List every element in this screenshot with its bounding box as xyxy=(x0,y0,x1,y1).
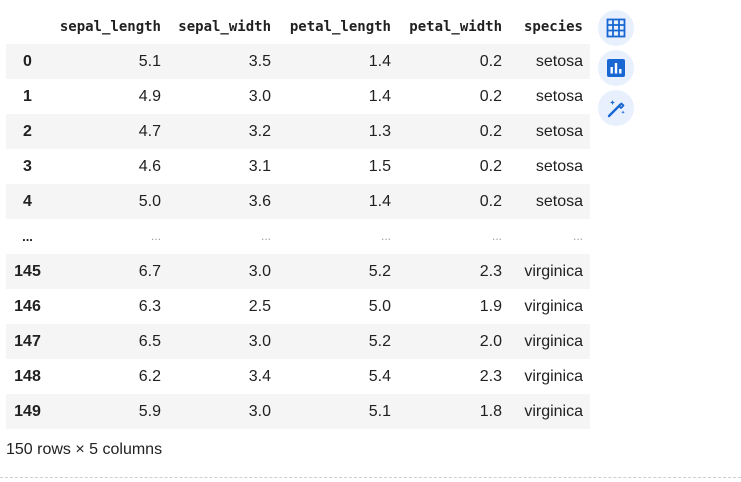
row-index: 149 xyxy=(14,403,41,420)
cell-sepal-width: 3.5 xyxy=(248,53,271,70)
table-row: 147 6.5 3.0 5.2 2.0 virginica xyxy=(6,324,590,359)
cell-species: virginica xyxy=(524,333,583,350)
cell-sepal-length: 6.5 xyxy=(138,333,161,350)
cell-petal-width: 0.2 xyxy=(479,88,502,105)
cell-petal-length: 5.0 xyxy=(368,298,391,315)
row-index: 4 xyxy=(23,193,32,210)
cell-species: setosa xyxy=(535,53,583,70)
column-header-sepal-width: sepal_width xyxy=(178,19,271,35)
row-index: 2 xyxy=(23,123,32,140)
magic-wand-icon xyxy=(607,100,625,118)
cell-sepal-width: 3.0 xyxy=(248,333,271,350)
row-index: 147 xyxy=(14,333,41,350)
cell-petal-length: 5.1 xyxy=(368,403,391,420)
cell-sepal-length: 5.9 xyxy=(138,403,161,420)
cell-petal-width: 0.2 xyxy=(479,123,502,140)
cell-petal-length: 1.4 xyxy=(368,53,391,70)
cell-petal-width: 1.9 xyxy=(479,298,502,315)
row-index: 148 xyxy=(14,368,41,385)
cell-sepal-length: 6.2 xyxy=(138,368,161,385)
cell-species: ... xyxy=(572,229,583,243)
cell-sepal-width: 3.2 xyxy=(248,123,271,140)
header-row: sepal_length sepal_width petal_length pe… xyxy=(6,10,590,44)
cell-sepal-length: 4.9 xyxy=(138,88,161,105)
cell-species: setosa xyxy=(535,158,583,175)
cell-sepal-width: 3.0 xyxy=(248,263,271,280)
dataframe-toolbar xyxy=(598,10,636,130)
generate-code-button[interactable] xyxy=(598,90,634,126)
dataframe-table: sepal_length sepal_width petal_length pe… xyxy=(6,10,590,429)
cell-petal-length: 5.2 xyxy=(368,263,391,280)
cell-species: virginica xyxy=(524,368,583,385)
convert-to-interactive-table-button[interactable] xyxy=(598,10,634,46)
cell-petal-length: 1.4 xyxy=(368,88,391,105)
table-row: 145 6.7 3.0 5.2 2.3 virginica xyxy=(6,254,590,289)
table-row: 148 6.2 3.4 5.4 2.3 virginica xyxy=(6,359,590,394)
cell-sepal-width: 3.0 xyxy=(248,403,271,420)
cell-sepal-length: 5.1 xyxy=(138,53,161,70)
row-index: 1 xyxy=(23,88,32,105)
cell-sepal-length: 4.6 xyxy=(138,158,161,175)
cell-petal-length: 1.5 xyxy=(368,158,391,175)
cell-species: virginica xyxy=(524,298,583,315)
cell-sepal-length: 6.7 xyxy=(138,263,161,280)
cell-petal-width: 2.3 xyxy=(479,263,502,280)
table-row: 146 6.3 2.5 5.0 1.9 virginica xyxy=(6,289,590,324)
row-index: 146 xyxy=(14,298,41,315)
cell-sepal-length: 5.0 xyxy=(138,193,161,210)
column-header-petal-width: petal_width xyxy=(409,19,502,35)
cell-species: virginica xyxy=(524,403,583,420)
table-row: 4 5.0 3.6 1.4 0.2 setosa xyxy=(6,184,590,219)
cell-petal-width: 1.8 xyxy=(479,403,502,420)
table-row: 2 4.7 3.2 1.3 0.2 setosa xyxy=(6,114,590,149)
cell-petal-length: 5.2 xyxy=(368,333,391,350)
cell-sepal-length: 6.3 xyxy=(138,298,161,315)
cell-petal-length: 1.4 xyxy=(368,193,391,210)
cell-sepal-width: ... xyxy=(260,229,271,243)
cell-sepal-width: 3.1 xyxy=(248,158,271,175)
cell-petal-width: 0.2 xyxy=(479,193,502,210)
cell-sepal-length: ... xyxy=(150,229,161,243)
row-index: 145 xyxy=(14,263,41,280)
table-row: 1 4.9 3.0 1.4 0.2 setosa xyxy=(6,79,590,114)
column-header-sepal-length: sepal_length xyxy=(59,19,161,35)
cell-species: virginica xyxy=(524,263,583,280)
table-row: 0 5.1 3.5 1.4 0.2 setosa xyxy=(6,44,590,79)
cell-sepal-length: 4.7 xyxy=(138,123,161,140)
row-index: 3 xyxy=(23,158,32,175)
cell-petal-width: 2.0 xyxy=(479,333,502,350)
dataframe-output: sepal_length sepal_width petal_length pe… xyxy=(6,10,590,429)
bar-chart-icon xyxy=(607,59,625,77)
cell-petal-width: 0.2 xyxy=(479,53,502,70)
cell-petal-length: 5.4 xyxy=(368,368,391,385)
cell-petal-length: 1.3 xyxy=(368,123,391,140)
row-index: ... xyxy=(22,229,33,244)
dataframe-shape-summary: 150 rows × 5 columns xyxy=(6,441,163,458)
cell-sepal-width: 3.4 xyxy=(248,368,271,385)
cell-sepal-width: 3.6 xyxy=(248,193,271,210)
column-header-species: species xyxy=(523,19,583,35)
suggest-charts-button[interactable] xyxy=(598,50,634,86)
cell-species: setosa xyxy=(535,123,583,140)
cell-species: setosa xyxy=(535,193,583,210)
row-index: 0 xyxy=(23,53,32,70)
cell-petal-width: 2.3 xyxy=(479,368,502,385)
cell-petal-width: 0.2 xyxy=(479,158,502,175)
table-row: 3 4.6 3.1 1.5 0.2 setosa xyxy=(6,149,590,184)
ellipsis-row: .................. xyxy=(6,219,590,254)
output-divider xyxy=(0,477,741,478)
cell-sepal-width: 3.0 xyxy=(248,88,271,105)
cell-sepal-width: 2.5 xyxy=(248,298,271,315)
index-header xyxy=(6,10,49,44)
table-row: 149 5.9 3.0 5.1 1.8 virginica xyxy=(6,394,590,429)
column-header-petal-length: petal_length xyxy=(289,19,391,35)
cell-petal-width: ... xyxy=(491,229,502,243)
cell-petal-length: ... xyxy=(380,229,391,243)
cell-species: setosa xyxy=(535,88,583,105)
table-icon xyxy=(606,18,626,38)
